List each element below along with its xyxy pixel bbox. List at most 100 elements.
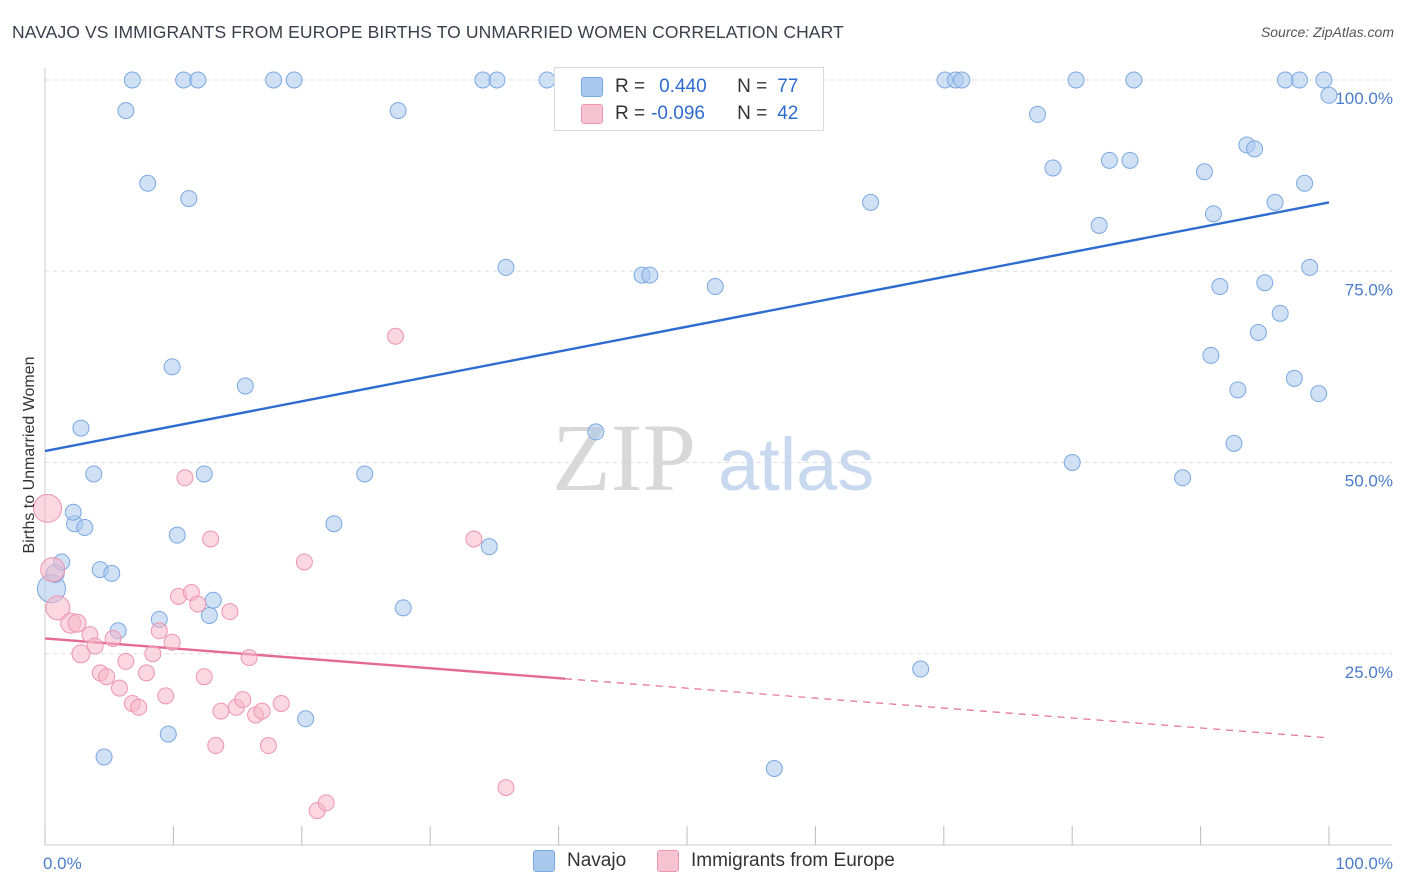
europe-point	[387, 327, 405, 345]
europe-point	[221, 603, 239, 621]
series-label-navajo: Navajo	[567, 850, 627, 871]
navajo-point	[1271, 304, 1289, 322]
europe-point	[240, 649, 258, 667]
navajo-point	[236, 377, 254, 395]
navajo-point	[1121, 151, 1139, 169]
navajo-point	[325, 515, 343, 533]
navajo-point	[95, 748, 113, 766]
navajo-point	[480, 538, 498, 556]
navajo-trend-line	[44, 201, 1330, 453]
legend-row-navajo: R = 0.440 N = 77	[581, 74, 798, 100]
navajo-point	[265, 71, 283, 89]
legend-swatch-europe	[581, 104, 603, 124]
legend-r-label: R =	[615, 103, 646, 124]
y-axis-label: Births to Unmarried Women	[21, 356, 38, 553]
navajo-point	[297, 710, 315, 728]
europe-point	[157, 687, 175, 705]
europe-point	[176, 469, 194, 487]
navajo-point	[1225, 434, 1243, 452]
europe-point	[295, 553, 313, 571]
navajo-point	[1211, 278, 1229, 296]
navajo-point	[497, 258, 515, 276]
y-tick-label: 100.0%	[1335, 89, 1393, 108]
navajo-point	[1067, 71, 1085, 89]
navajo-point	[64, 503, 82, 521]
navajo-point	[587, 423, 605, 441]
europe-point	[465, 530, 483, 548]
europe-point	[144, 645, 162, 663]
navajo-point	[1276, 71, 1294, 89]
points-layer	[33, 71, 1338, 820]
legend-n-label: N =	[737, 76, 768, 97]
navajo-point	[862, 193, 880, 211]
x-tick-label: 0.0%	[43, 854, 82, 873]
legend-r-label: R =	[615, 76, 646, 97]
navajo-point	[204, 591, 222, 609]
legend-n-value: 77	[777, 76, 799, 97]
europe-point	[497, 779, 515, 797]
europe-trend-line-extension	[564, 678, 1330, 739]
navajo-point	[195, 465, 213, 483]
navajo-point	[1320, 86, 1338, 104]
europe-point	[234, 691, 252, 709]
europe-point	[71, 644, 91, 664]
navajo-point	[1195, 163, 1213, 181]
navajo-point	[765, 760, 783, 777]
navajo-point	[72, 419, 90, 437]
europe-point	[259, 737, 277, 755]
navajo-point	[123, 71, 141, 89]
navajo-point	[285, 71, 303, 89]
navajo-point	[912, 660, 930, 678]
navajo-point	[538, 71, 556, 89]
navajo-point	[1125, 71, 1143, 89]
trend-layer	[44, 201, 1330, 739]
navajo-point	[1100, 151, 1118, 169]
europe-point	[104, 629, 122, 647]
navajo-point	[180, 190, 198, 208]
legend-row-europe: R = -0.096 N = 42	[581, 101, 798, 127]
navajo-point	[1290, 71, 1308, 89]
navajo-point	[1285, 369, 1303, 387]
navajo-point	[1174, 469, 1192, 487]
navajo-point	[474, 71, 492, 89]
navajo-point	[641, 266, 659, 284]
europe-point	[150, 622, 168, 640]
y-tick-label: 50.0%	[1345, 472, 1393, 491]
navajo-point	[163, 358, 181, 376]
y-tick-label: 75.0%	[1345, 280, 1393, 299]
y-tick-label: 25.0%	[1345, 663, 1393, 682]
navajo-point	[1256, 274, 1274, 292]
navajo-point	[1296, 174, 1314, 192]
navajo-point	[389, 102, 407, 120]
europe-point	[163, 633, 181, 651]
navajo-point	[1029, 105, 1047, 123]
navajo-point	[189, 71, 207, 89]
series-legend-navajo: Navajo	[533, 850, 626, 872]
navajo-point	[1315, 71, 1333, 89]
legend-r-value: 0.440	[659, 76, 707, 97]
europe-point	[189, 595, 207, 613]
navajo-point	[953, 71, 971, 89]
chart-source: Source: ZipAtlas.com	[1260, 24, 1394, 40]
legend-r-value: -0.096	[651, 103, 705, 124]
navajo-point	[1202, 346, 1220, 364]
europe-point	[67, 613, 87, 633]
europe-point	[86, 637, 104, 655]
europe-point	[33, 493, 63, 523]
europe-point	[202, 530, 220, 548]
series-label-europe: Immigrants from Europe	[691, 850, 895, 871]
europe-point	[40, 557, 66, 583]
navajo-point	[356, 465, 374, 483]
europe-point	[110, 679, 128, 697]
navajo-point	[139, 174, 157, 192]
x-tick-label: 100.0%	[1335, 854, 1393, 873]
watermark: ZIP atlas	[552, 404, 874, 511]
navajo-point	[1063, 454, 1081, 471]
axis-layer: 25.0% 50.0% 75.0% 100.0% 0.0% 100.0%	[43, 68, 1393, 873]
correlation-legend: R = 0.440 N = 77 R = -0.096 N = 42	[554, 67, 824, 131]
series-legend: Navajo Immigrants from Europe	[0, 850, 1406, 880]
chart-title: NAVAJO VS IMMIGRANTS FROM EUROPE BIRTHS …	[12, 22, 844, 42]
series-legend-europe: Immigrants from Europe	[657, 850, 895, 872]
navajo-point	[1246, 140, 1264, 158]
